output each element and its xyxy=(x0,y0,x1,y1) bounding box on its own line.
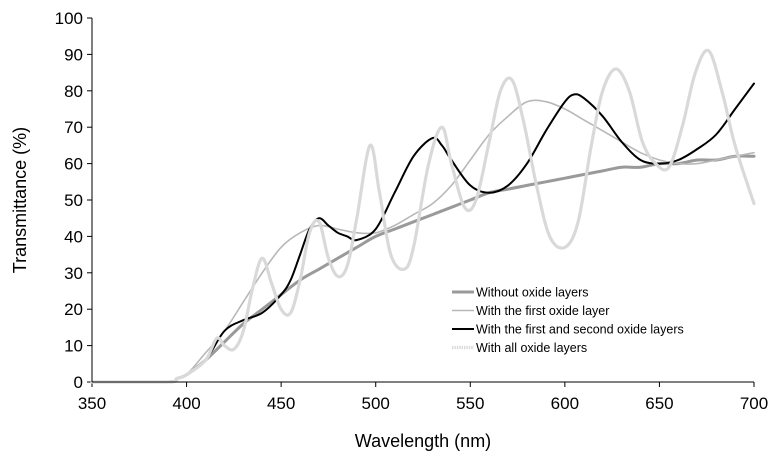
y-tick-label: 100 xyxy=(55,9,83,28)
y-tick-label: 70 xyxy=(64,118,83,137)
x-tick-label: 650 xyxy=(645,394,673,413)
series-lines xyxy=(90,48,756,384)
y-tick-label: 50 xyxy=(64,191,83,210)
series-line-4 xyxy=(90,48,756,384)
legend-label-1: Without oxide layers xyxy=(476,286,589,300)
y-tick-label: 80 xyxy=(64,82,83,101)
legend: Without oxide layers With the first oxide… xyxy=(452,286,684,355)
y-tick-label: 40 xyxy=(64,227,83,246)
y-axis-label: Transmittance (%) xyxy=(10,127,30,273)
x-tick-label: 350 xyxy=(78,394,106,413)
y-tick-label: 60 xyxy=(64,155,83,174)
series-line-1 xyxy=(90,154,756,384)
series-line-2 xyxy=(91,99,755,383)
x-tick-label: 450 xyxy=(267,394,295,413)
y-tick-label: 0 xyxy=(74,373,83,392)
x-tick-label: 550 xyxy=(456,394,484,413)
x-tick-label: 700 xyxy=(740,394,768,413)
y-tick-label: 10 xyxy=(64,337,83,356)
legend-label-3: With the first and second oxide layers xyxy=(476,323,684,337)
x-tick-label: 500 xyxy=(362,394,390,413)
y-tick-label: 90 xyxy=(64,45,83,64)
legend-label-2: With the first oxide layer xyxy=(476,304,609,318)
y-tick-label: 20 xyxy=(64,300,83,319)
series-line-3 xyxy=(91,82,755,384)
x-tick-label: 600 xyxy=(551,394,579,413)
x-axis-label: Wavelength (nm) xyxy=(355,431,491,451)
y-tick-label: 30 xyxy=(64,264,83,283)
x-axis-ticks: 350 400 450 500 550 600 650 700 xyxy=(78,382,768,413)
y-axis-ticks: 0 10 20 30 40 50 60 70 80 90 100 xyxy=(55,9,92,392)
x-tick-label: 400 xyxy=(172,394,200,413)
legend-label-4: With all oxide layers xyxy=(476,341,587,355)
